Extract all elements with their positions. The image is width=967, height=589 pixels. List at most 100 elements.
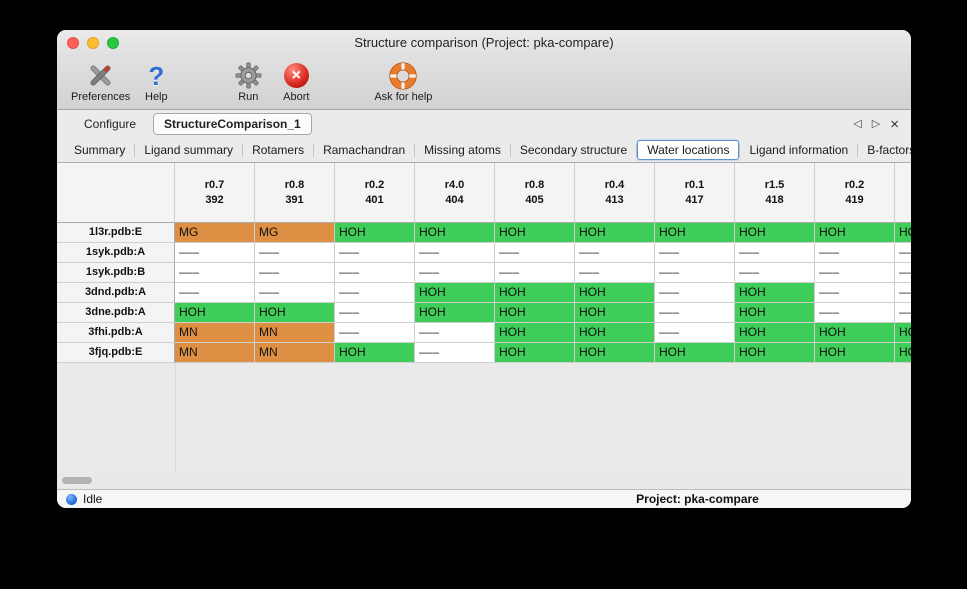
table-cell[interactable]: ––– — [815, 303, 895, 323]
table-cell[interactable]: ––– — [175, 263, 255, 283]
table-cell[interactable]: ––– — [335, 243, 415, 263]
table-cell[interactable]: MN — [175, 323, 255, 343]
table-cell[interactable]: ––– — [575, 263, 655, 283]
table-cell[interactable]: HOH — [415, 303, 495, 323]
table-cell[interactable]: ––– — [335, 283, 415, 303]
table-cell[interactable]: MG — [175, 223, 255, 243]
table-cell[interactable]: ––– — [895, 263, 911, 283]
table-cell[interactable]: HOH — [815, 323, 895, 343]
table-cell[interactable]: HOH — [895, 223, 911, 243]
column-header-line: 401 — [365, 193, 384, 206]
table-cell[interactable]: HOH — [575, 303, 655, 323]
table-cell[interactable]: ––– — [415, 343, 495, 363]
toolbar-button-preferences[interactable]: Preferences — [71, 60, 130, 103]
subtab-ligand-information[interactable]: Ligand information — [749, 143, 849, 157]
table-cell[interactable]: MN — [255, 323, 335, 343]
table-cell[interactable]: ––– — [815, 283, 895, 303]
table-cell[interactable]: HOH — [495, 223, 575, 243]
horizontal-scrollbar[interactable] — [57, 473, 911, 489]
table-cell[interactable]: HOH — [735, 323, 815, 343]
minimize-window-button[interactable] — [87, 37, 99, 49]
table-cell[interactable]: ––– — [255, 243, 335, 263]
close-window-button[interactable] — [67, 37, 79, 49]
subtab-water-locations[interactable]: Water locations — [637, 140, 740, 160]
table-cell[interactable]: HOH — [575, 323, 655, 343]
subtab-ligand-summary[interactable]: Ligand summary — [144, 143, 234, 157]
subtab-b-factors[interactable]: B-factors — [867, 143, 911, 157]
table-cell[interactable]: HOH — [895, 343, 911, 363]
table-cell[interactable]: ––– — [335, 323, 415, 343]
table-cell[interactable]: ––– — [415, 263, 495, 283]
table-cell[interactable]: HOH — [335, 223, 415, 243]
title-bar[interactable]: Structure comparison (Project: pka-compa… — [57, 30, 911, 56]
table-cell[interactable]: ––– — [815, 243, 895, 263]
table-cell[interactable]: ––– — [655, 283, 735, 303]
toolbar-button-label: Preferences — [71, 91, 131, 103]
table-cell[interactable]: HOH — [255, 303, 335, 323]
tab-configure[interactable]: Configure — [84, 117, 137, 131]
subtab-ramachandran[interactable]: Ramachandran — [323, 143, 406, 157]
table-cell[interactable]: ––– — [655, 323, 735, 343]
table-cell[interactable]: HOH — [735, 343, 815, 363]
table-cell[interactable]: ––– — [415, 323, 495, 343]
sub-tab-bar: Summary Ligand summary Rotamers Ramachandra… — [57, 138, 911, 162]
table-cell[interactable]: ––– — [175, 243, 255, 263]
tab-prev-icon[interactable]: ◁ — [853, 117, 862, 130]
table-cell[interactable]: HOH — [575, 223, 655, 243]
table-cell[interactable]: ––– — [655, 243, 735, 263]
table-cell[interactable]: HOH — [335, 343, 415, 363]
table-cell[interactable]: ––– — [735, 243, 815, 263]
toolbar-button-help[interactable]: ? Help — [134, 60, 178, 104]
table-cell[interactable]: HOH — [175, 303, 255, 323]
table-cell[interactable]: HOH — [495, 323, 575, 343]
table-cell[interactable]: HOH — [575, 343, 655, 363]
table-cell[interactable]: ––– — [895, 283, 911, 303]
table-cell[interactable]: ––– — [895, 303, 911, 323]
table-cell[interactable]: ––– — [495, 263, 575, 283]
subtab-secondary-structure[interactable]: Secondary structure — [519, 143, 628, 157]
table-cell[interactable]: ––– — [655, 263, 735, 283]
table-cell[interactable]: ––– — [655, 303, 735, 323]
table-cell[interactable]: ––– — [175, 283, 255, 303]
table-cell[interactable]: HOH — [575, 283, 655, 303]
table-cell[interactable]: ––– — [815, 263, 895, 283]
zoom-window-button[interactable] — [107, 37, 119, 49]
table-cell[interactable]: HOH — [495, 303, 575, 323]
table-cell[interactable]: HOH — [735, 283, 815, 303]
toolbar-button-abort[interactable]: × Abort — [274, 60, 318, 103]
table-cell[interactable]: HOH — [495, 283, 575, 303]
table-cell[interactable]: ––– — [335, 263, 415, 283]
scrollbar-thumb[interactable] — [62, 477, 92, 484]
table-cell[interactable]: ––– — [895, 243, 911, 263]
table-cell[interactable]: ––– — [335, 303, 415, 323]
table-cell[interactable]: HOH — [815, 223, 895, 243]
table-cell[interactable]: HOH — [655, 343, 735, 363]
tab-close-icon[interactable]: × — [890, 115, 899, 133]
toolbar-button-ask-for-help[interactable]: Ask for help — [374, 60, 432, 103]
table-cell[interactable]: ––– — [735, 263, 815, 283]
table-cell[interactable]: HOH — [655, 223, 735, 243]
subtab-summary[interactable]: Summary — [74, 143, 126, 157]
table-cell[interactable]: HOH — [895, 323, 911, 343]
table-cell[interactable]: HOH — [735, 223, 815, 243]
table-cell[interactable]: HOH — [415, 223, 495, 243]
tab-structurecomparison-1[interactable]: StructureComparison_1 — [153, 113, 312, 135]
table-cell[interactable]: MG — [255, 223, 335, 243]
table-cell[interactable]: ––– — [575, 243, 655, 263]
toolbar-button-label: Help — [145, 91, 168, 103]
table-cell[interactable]: HOH — [735, 303, 815, 323]
toolbar-button-run[interactable]: Run — [226, 60, 270, 103]
table-cell[interactable]: HOH — [815, 343, 895, 363]
table-cell[interactable]: HOH — [415, 283, 495, 303]
table-cell[interactable]: MN — [255, 343, 335, 363]
subtab-rotamers[interactable]: Rotamers — [252, 143, 305, 157]
table-cell[interactable]: ––– — [495, 243, 575, 263]
table-cell[interactable]: ––– — [255, 283, 335, 303]
table-cell[interactable]: MN — [175, 343, 255, 363]
table-corner-cell — [57, 163, 175, 223]
table-cell[interactable]: HOH — [495, 343, 575, 363]
table-cell[interactable]: ––– — [415, 243, 495, 263]
table-cell[interactable]: ––– — [255, 263, 335, 283]
tab-next-icon[interactable]: ▷ — [871, 117, 881, 130]
subtab-missing-atoms[interactable]: Missing atoms — [424, 143, 501, 157]
